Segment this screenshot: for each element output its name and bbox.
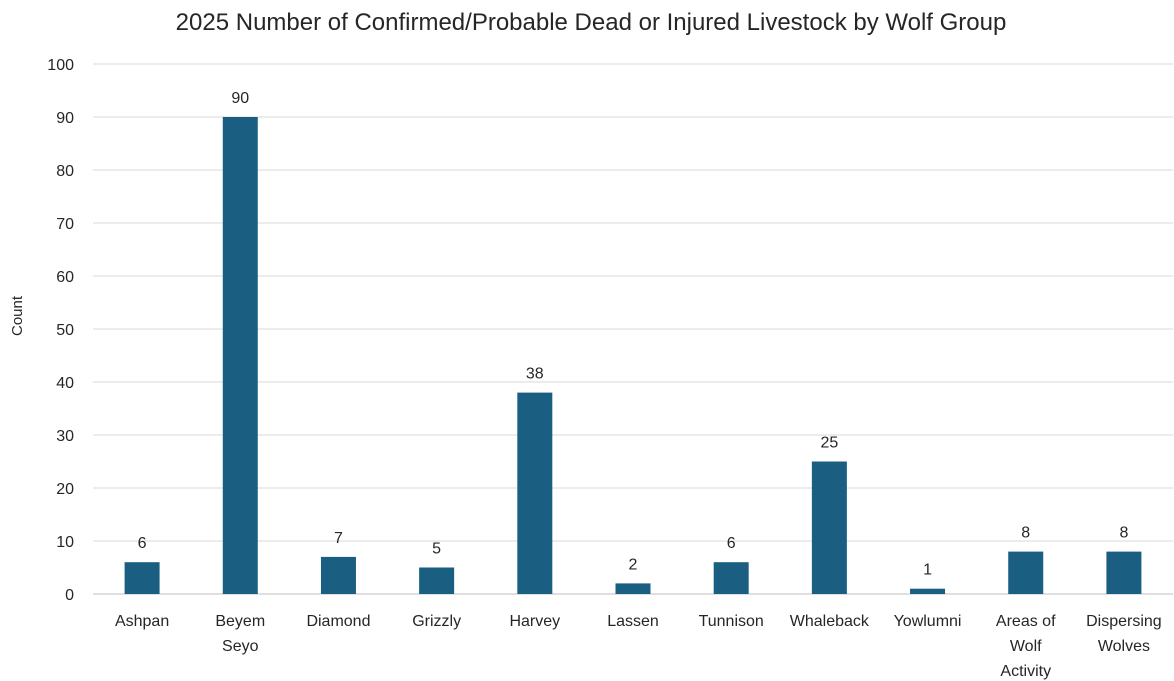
data-label: 90 xyxy=(231,90,249,107)
category-labels: Ashpan Beyem Seyo Diamond Grizzly Harvey Lasse… xyxy=(115,613,1162,680)
data-label: 8 xyxy=(1119,525,1128,542)
data-label: 6 xyxy=(727,535,736,552)
x-tick-label: Harvey xyxy=(509,613,560,630)
bar xyxy=(615,583,651,594)
y-tick-label: 0 xyxy=(65,587,74,604)
bar xyxy=(124,562,160,594)
y-tick-label: 50 xyxy=(56,322,74,339)
data-labels: 6 90 7 5 38 2 6 25 1 8 8 xyxy=(138,90,1129,579)
bar xyxy=(1106,551,1142,594)
y-tick-label: 40 xyxy=(56,375,74,392)
data-label: 7 xyxy=(334,530,343,547)
data-label: 8 xyxy=(1021,525,1030,542)
chart-title: 2025 Number of Confirmed/Probable Dead o… xyxy=(176,9,1007,36)
data-label: 5 xyxy=(432,541,441,558)
y-tick-label: 30 xyxy=(56,428,74,445)
bar xyxy=(517,392,553,594)
bar xyxy=(419,567,455,594)
bar xyxy=(910,588,946,594)
gridlines xyxy=(93,63,1173,595)
y-axis-ticks: 0 10 20 30 40 50 60 70 80 90 100 xyxy=(47,57,74,604)
bar xyxy=(1008,551,1044,594)
x-tick-label: Grizzly xyxy=(412,613,461,630)
y-tick-label: 70 xyxy=(56,216,74,233)
y-tick-label: 20 xyxy=(56,481,74,498)
x-tick-label: Yowlumni xyxy=(894,613,962,630)
bar xyxy=(320,556,356,594)
y-tick-label: 100 xyxy=(47,57,74,74)
y-tick-label: 80 xyxy=(56,163,74,180)
x-tick-label: Diamond xyxy=(306,613,370,630)
x-tick-label: Beyem Seyo xyxy=(215,613,265,655)
bar xyxy=(222,117,258,594)
bars xyxy=(124,117,1142,594)
data-label: 2 xyxy=(629,556,638,573)
x-tick-label: Tunnison xyxy=(699,613,764,630)
x-tick-label: Ashpan xyxy=(115,613,169,630)
x-tick-label: Lassen xyxy=(607,613,659,630)
y-tick-label: 60 xyxy=(56,269,74,286)
y-axis-label: Count xyxy=(9,295,26,336)
y-tick-label: 10 xyxy=(56,534,74,551)
data-label: 1 xyxy=(923,562,932,579)
y-tick-label: 90 xyxy=(56,110,74,127)
x-tick-label: Areas of Wolf Activity xyxy=(996,613,1056,680)
bar xyxy=(811,461,847,594)
data-label: 6 xyxy=(138,535,147,552)
x-tick-label: Whaleback xyxy=(790,613,870,630)
data-label: 38 xyxy=(526,366,544,383)
x-tick-label: Dispersing Wolves xyxy=(1086,613,1162,655)
data-label: 25 xyxy=(820,435,838,452)
bar xyxy=(713,562,749,594)
